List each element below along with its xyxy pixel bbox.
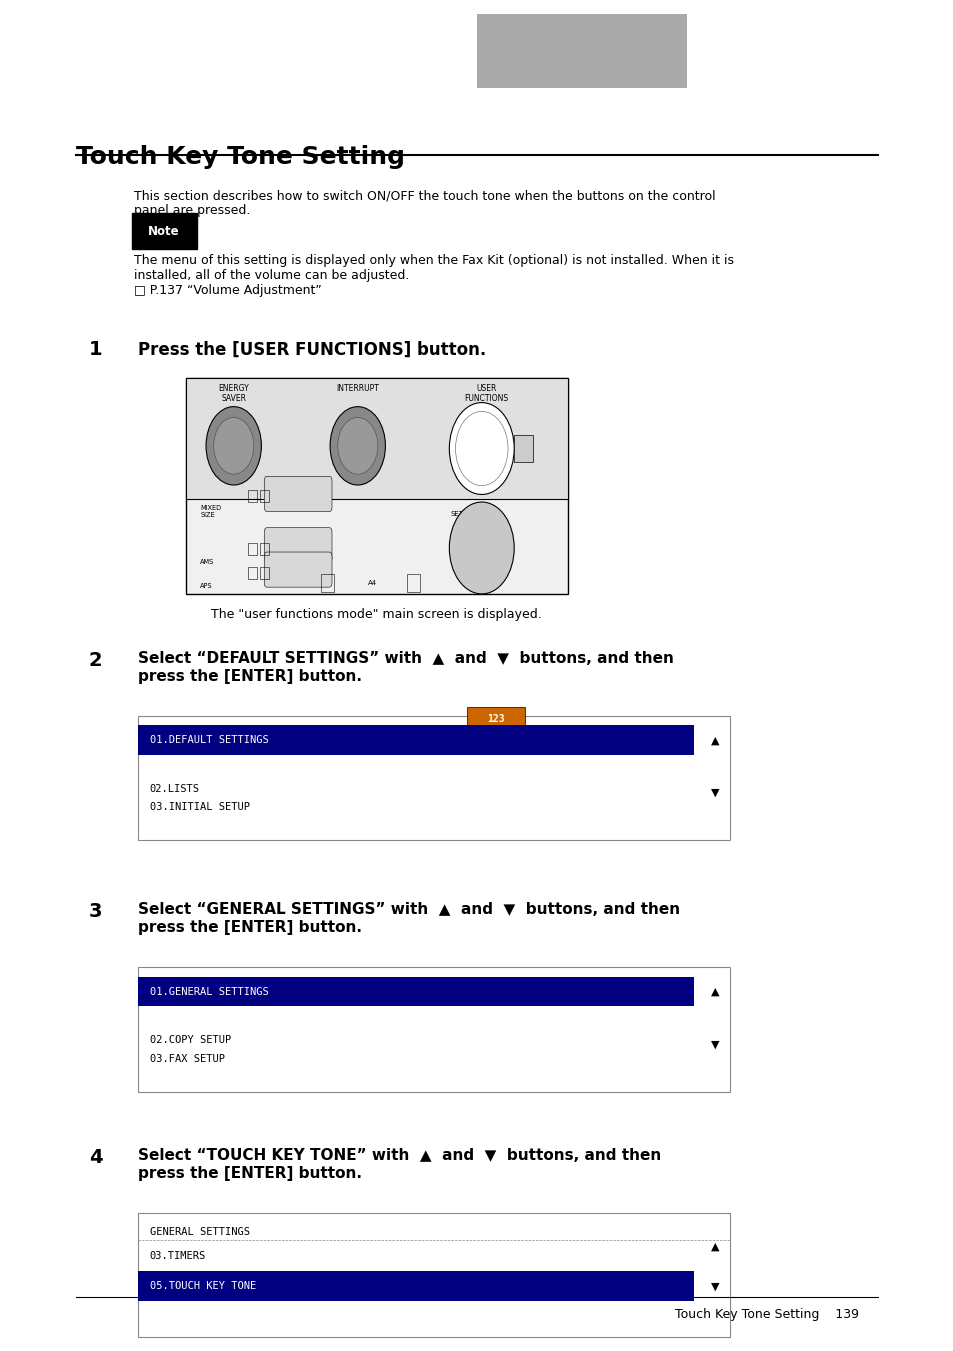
Text: Touch Key Tone Setting    139: Touch Key Tone Setting 139 [674,1308,858,1321]
Text: DEFAULT SETTINGS: DEFAULT SETTINGS [150,981,250,990]
Text: 1: 1 [89,340,102,359]
Text: 3: 3 [89,902,102,921]
FancyBboxPatch shape [138,725,693,755]
Text: Select “TOUCH KEY TONE” with  ▲  and  ▼  buttons, and then
press the [ENTER] but: Select “TOUCH KEY TONE” with ▲ and ▼ but… [138,1148,660,1181]
Text: 2: 2 [89,651,102,670]
Ellipse shape [449,403,514,494]
Text: 4: 4 [89,1148,102,1167]
Text: Select “GENERAL SETTINGS” with  ▲  and  ▼  buttons, and then
press the [ENTER] b: Select “GENERAL SETTINGS” with ▲ and ▼ b… [138,902,679,935]
Ellipse shape [455,412,507,486]
FancyBboxPatch shape [138,1213,729,1337]
Text: ▼: ▼ [711,788,719,798]
Text: ▲: ▲ [711,986,719,997]
Text: ▲: ▲ [711,1242,719,1252]
Text: 01.GENERAL SETTINGS: 01.GENERAL SETTINGS [150,986,268,997]
Text: 1216: 1216 [634,730,659,739]
Text: GENERAL SETTINGS: GENERAL SETTINGS [150,1227,250,1236]
Text: 03.TIMERS: 03.TIMERS [150,1251,206,1260]
Text: The "user functions mode" main screen is displayed.: The "user functions mode" main screen is… [212,608,541,621]
FancyBboxPatch shape [186,378,567,594]
FancyBboxPatch shape [514,435,533,462]
FancyBboxPatch shape [476,14,686,88]
Text: Note: Note [148,224,180,238]
Text: MIXED
SIZE: MIXED SIZE [200,505,221,517]
Text: ▲: ▲ [711,735,719,746]
Text: INTERRUPT: INTERRUPT [336,384,378,393]
FancyBboxPatch shape [138,967,729,1092]
FancyBboxPatch shape [186,378,567,500]
Text: The menu of this setting is displayed only when the Fax Kit (optional) is not in: The menu of this setting is displayed on… [133,254,733,297]
Ellipse shape [337,417,377,474]
Ellipse shape [449,503,514,594]
FancyBboxPatch shape [138,1271,693,1301]
Text: ENERGY
SAVER: ENERGY SAVER [218,384,249,403]
Text: 02.COPY SETUP: 02.COPY SETUP [150,1035,231,1044]
Text: 03.INITIAL SETUP: 03.INITIAL SETUP [150,802,250,812]
FancyBboxPatch shape [264,528,332,563]
Text: 02.LISTS: 02.LISTS [150,784,199,793]
FancyBboxPatch shape [264,477,332,512]
Text: APS: APS [200,584,213,589]
FancyBboxPatch shape [132,213,197,249]
FancyBboxPatch shape [138,716,729,840]
Text: Press the [USER FUNCTIONS] button.: Press the [USER FUNCTIONS] button. [138,340,486,358]
Text: 04.WEEKLY TIMER: 04.WEEKLY TIMER [150,1275,243,1285]
Text: AMS: AMS [200,559,214,565]
FancyBboxPatch shape [467,707,524,731]
Text: 01.DEFAULT SETTINGS: 01.DEFAULT SETTINGS [150,735,268,746]
FancyBboxPatch shape [138,977,693,1006]
Ellipse shape [330,407,385,485]
Text: A4: A4 [367,581,376,586]
Text: SETTINGS: SETTINGS [450,512,484,517]
Text: 123: 123 [487,713,504,724]
Text: ▼: ▼ [711,1039,719,1050]
Text: USER
FUNCTIONS: USER FUNCTIONS [464,384,508,403]
Text: 03.FAX SETUP: 03.FAX SETUP [150,1054,225,1063]
Ellipse shape [213,417,253,474]
Text: 05.TOUCH KEY TONE: 05.TOUCH KEY TONE [150,1281,255,1292]
Text: This section describes how to switch ON/OFF the touch tone when the buttons on t: This section describes how to switch ON/… [133,189,715,218]
Text: Touch Key Tone Setting: Touch Key Tone Setting [76,145,405,169]
Text: ▼: ▼ [711,1281,719,1292]
Text: Select “DEFAULT SETTINGS” with  ▲  and  ▼  buttons, and then
press the [ENTER] b: Select “DEFAULT SETTINGS” with ▲ and ▼ b… [138,651,674,684]
FancyBboxPatch shape [264,553,332,588]
Ellipse shape [206,407,261,485]
Text: USER FUNCTIONS: USER FUNCTIONS [150,730,237,739]
